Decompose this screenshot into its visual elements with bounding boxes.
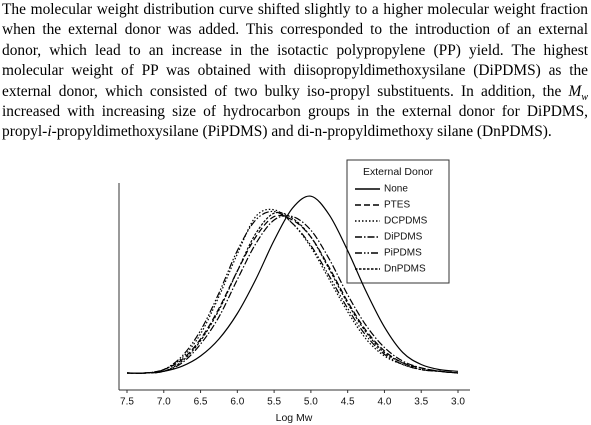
- x-tick-label: 5.0: [304, 397, 318, 408]
- legend-label: None: [384, 184, 408, 195]
- text-run: M: [568, 82, 582, 100]
- legend-label: DnPDMS: [384, 264, 426, 275]
- x-tick-label: 5.5: [267, 397, 281, 408]
- legend-label: DiPDMS: [384, 232, 423, 243]
- data-line: [126, 215, 459, 374]
- legend-label: PTES: [384, 200, 410, 211]
- x-tick-label: 7.0: [157, 397, 171, 408]
- legend-label: PiPDMS: [384, 248, 422, 259]
- legend-box: [346, 159, 450, 284]
- x-tick-label: 4.5: [341, 397, 355, 408]
- data-line: [126, 211, 459, 374]
- x-tick-label: 4.0: [377, 397, 391, 408]
- x-tick-label: 7.5: [120, 397, 134, 408]
- text-run: i: [47, 123, 52, 141]
- data-line: [126, 195, 459, 374]
- text-run: -propyldimethoxysilane (PiPDMS) and di-n…: [51, 123, 552, 141]
- text-run: w: [581, 91, 588, 103]
- x-axis-label: Log Mw: [276, 412, 313, 424]
- text-run: The molecular weight distribution curve …: [2, 1, 588, 100]
- legend-label: DCPDMS: [384, 216, 428, 227]
- text-run: increased with increasing size of hydroc…: [2, 103, 588, 141]
- x-tick-label: 3.0: [451, 397, 465, 408]
- x-tick-label: 6.5: [194, 397, 208, 408]
- x-tick-label: 6.0: [230, 397, 244, 408]
- legend-title: External Donor: [363, 166, 434, 178]
- data-line: [126, 214, 459, 374]
- x-tick-label: 3.5: [414, 397, 428, 408]
- data-line: [126, 210, 459, 374]
- paragraph: The molecular weight distribution curve …: [2, 0, 588, 143]
